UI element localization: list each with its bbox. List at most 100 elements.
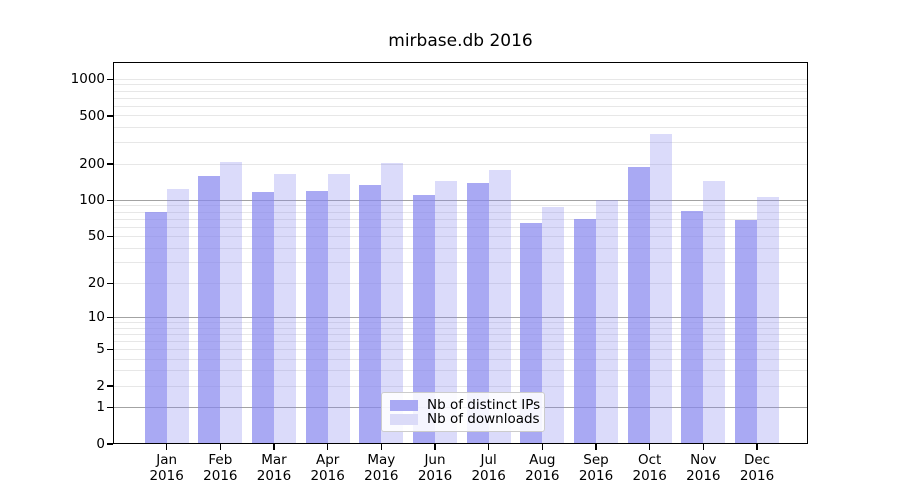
gridline-minor bbox=[113, 90, 808, 92]
y-tick bbox=[106, 199, 113, 202]
x-tick bbox=[648, 444, 651, 450]
gridline-minor bbox=[113, 142, 808, 144]
x-tick-month: Apr bbox=[315, 452, 340, 468]
gridline-minor bbox=[113, 205, 808, 207]
bar-dec-distinct-ips bbox=[735, 219, 757, 444]
x-tick-label: Sep 2016 bbox=[569, 452, 623, 484]
gridline-minor bbox=[113, 321, 808, 323]
legend-label-downloads: Nb of downloads bbox=[427, 411, 540, 427]
bar-mar-downloads bbox=[274, 173, 296, 444]
gridline-minor bbox=[113, 218, 808, 220]
gridline-minor bbox=[113, 105, 808, 107]
x-tick-month: Feb bbox=[208, 452, 233, 468]
bar-oct-downloads bbox=[649, 133, 672, 444]
x-tick-year: 2016 bbox=[203, 468, 238, 484]
y-tick-label: 20 bbox=[87, 275, 105, 292]
x-tick bbox=[541, 444, 544, 450]
x-tick-year: 2016 bbox=[417, 468, 453, 484]
bar-sep-distinct-ips bbox=[574, 219, 596, 444]
gridline-minor bbox=[113, 247, 808, 249]
gridline-minor bbox=[113, 348, 808, 350]
y-tick-label: 200 bbox=[79, 156, 105, 173]
y-tick bbox=[106, 443, 113, 445]
x-tick-year: 2016 bbox=[578, 468, 614, 484]
gridline-minor bbox=[113, 327, 808, 329]
x-tick-month: Dec bbox=[743, 452, 771, 468]
bar-may-distinct-ips bbox=[359, 185, 382, 444]
x-tick bbox=[326, 444, 329, 450]
gridline-minor bbox=[113, 97, 808, 99]
gridline-minor bbox=[113, 127, 808, 129]
x-tick-label: Oct 2016 bbox=[623, 452, 677, 484]
x-tick-year: 2016 bbox=[471, 468, 506, 484]
x-tick-year: 2016 bbox=[256, 468, 292, 484]
x-tick-month: May bbox=[367, 452, 396, 468]
gridline-minor bbox=[113, 211, 808, 213]
x-tick bbox=[219, 444, 222, 450]
bar-dec-downloads bbox=[757, 196, 779, 444]
x-tick-month: Sep bbox=[583, 452, 609, 468]
x-tick-label: May 2016 bbox=[355, 452, 409, 484]
y-tick bbox=[106, 282, 113, 285]
y-tick bbox=[106, 235, 113, 238]
legend: Nb of distinct IPs Nb of downloads bbox=[381, 392, 545, 432]
legend-label-distinct-ips: Nb of distinct IPs bbox=[427, 397, 541, 413]
x-tick-month: Nov bbox=[690, 452, 717, 468]
y-tick bbox=[106, 406, 113, 409]
gridline-minor bbox=[113, 226, 808, 228]
bar-nov-downloads bbox=[703, 180, 726, 444]
bar-jul-distinct-ips bbox=[466, 182, 489, 444]
x-tick-month: Mar bbox=[261, 452, 287, 468]
x-tick-year: 2016 bbox=[686, 468, 721, 484]
gridline-minor bbox=[113, 262, 808, 264]
legend-swatch-distinct-ips bbox=[390, 399, 418, 411]
x-tick-label: Apr 2016 bbox=[301, 452, 355, 484]
bar-aug-distinct-ips bbox=[520, 222, 543, 444]
x-tick-month: Jul bbox=[480, 452, 497, 468]
y-tick-label: 5 bbox=[96, 341, 105, 358]
x-tick bbox=[165, 444, 168, 450]
x-tick bbox=[273, 444, 275, 450]
legend-swatch-downloads bbox=[390, 413, 418, 425]
bar-aug-downloads bbox=[542, 207, 565, 444]
x-tick-month: Jun bbox=[424, 452, 446, 468]
y-tick-label: 100 bbox=[79, 192, 105, 209]
gridline-minor bbox=[113, 235, 808, 237]
y-tick bbox=[106, 163, 113, 165]
y-tick bbox=[106, 115, 113, 117]
bar-jun-downloads bbox=[435, 181, 457, 444]
gridline-minor bbox=[113, 115, 808, 117]
gridline-minor bbox=[113, 340, 808, 342]
gridline-minor bbox=[113, 84, 808, 86]
bar-oct-distinct-ips bbox=[627, 166, 650, 444]
x-tick-year: 2016 bbox=[632, 468, 667, 484]
y-tick-label: 1 bbox=[96, 399, 105, 416]
bar-feb-downloads bbox=[220, 162, 243, 444]
bar-apr-downloads bbox=[327, 173, 350, 444]
y-tick-label: 10 bbox=[87, 309, 105, 326]
gridline-minor bbox=[113, 163, 808, 165]
x-tick-label: Jul 2016 bbox=[462, 452, 516, 484]
x-tick-year: 2016 bbox=[364, 468, 399, 484]
gridline-minor bbox=[113, 78, 808, 80]
bar-apr-distinct-ips bbox=[305, 190, 328, 444]
gridline-minor bbox=[113, 358, 808, 360]
bar-jan-downloads bbox=[166, 188, 189, 444]
y-tick-label: 500 bbox=[79, 107, 105, 124]
bar-mar-distinct-ips bbox=[252, 192, 274, 444]
y-tick-label: 0 bbox=[96, 436, 105, 452]
x-tick-label: Jan 2016 bbox=[140, 452, 194, 484]
bar-jun-distinct-ips bbox=[413, 195, 435, 444]
gridline-minor bbox=[113, 282, 808, 284]
x-tick bbox=[595, 444, 597, 450]
x-tick bbox=[702, 444, 705, 450]
x-tick-year: 2016 bbox=[739, 468, 775, 484]
gridline-minor bbox=[113, 385, 808, 387]
x-tick-year: 2016 bbox=[149, 468, 184, 484]
x-tick bbox=[756, 444, 758, 450]
y-tick-label: 50 bbox=[87, 228, 105, 245]
y-tick bbox=[106, 385, 113, 387]
gridline-minor bbox=[113, 370, 808, 372]
bar-jan-distinct-ips bbox=[144, 212, 167, 444]
